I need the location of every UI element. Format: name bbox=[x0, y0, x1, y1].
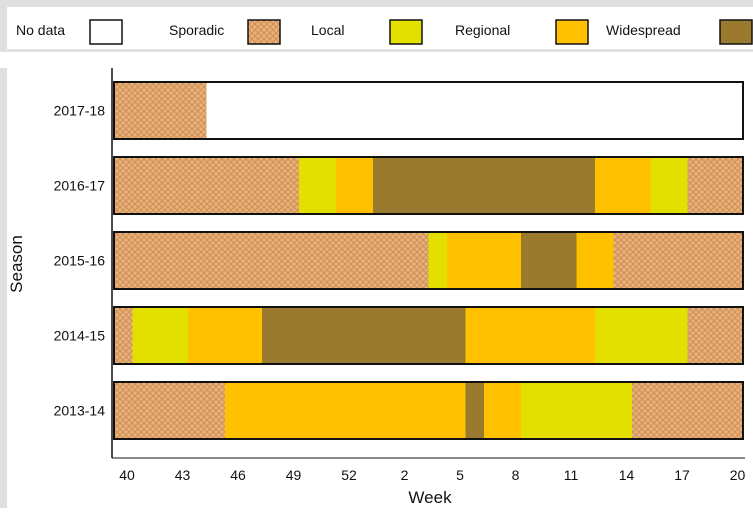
bar-segment-2016-17-regional-2 bbox=[336, 157, 373, 214]
x-tick-46: 46 bbox=[230, 467, 246, 483]
bar-segment-2015-16-regional-2 bbox=[447, 232, 521, 289]
season-tick-labels: 2017-18 2016-17 2015-16 2014-15 2013-14 bbox=[54, 103, 106, 419]
bar-segment-2014-15-widespread-3 bbox=[262, 307, 466, 364]
bar-segment-2013-14-local-4 bbox=[521, 382, 632, 439]
y-axis-title: Season bbox=[7, 235, 26, 293]
bar-outline-2016-17 bbox=[113, 156, 744, 215]
bar-outline-2017-18 bbox=[113, 81, 744, 140]
bar-segment-2015-16-widespread-3 bbox=[521, 232, 577, 289]
bar-outline-2015-16 bbox=[113, 231, 744, 290]
bar-segment-2015-16-local-1 bbox=[428, 232, 447, 289]
legend-label-nodata: No data bbox=[16, 22, 65, 38]
legend-swatch-local bbox=[389, 19, 423, 45]
bar-segment-2013-14-sporadic-0 bbox=[114, 382, 225, 439]
bar-segment-2015-16-sporadic-5 bbox=[613, 232, 743, 289]
bar-segment-2016-17-widespread-3 bbox=[373, 157, 595, 214]
bar-segment-2017-18-sporadic-0 bbox=[114, 82, 207, 139]
legend: No data Sporadic Local Regional Widespread bbox=[16, 19, 753, 45]
bar-segment-2016-17-sporadic-6 bbox=[687, 157, 743, 214]
x-tick-11: 11 bbox=[564, 467, 579, 483]
x-axis-title: Week bbox=[408, 488, 452, 507]
bar-segment-2013-14-widespread-2 bbox=[465, 382, 484, 439]
bar-segment-2014-15-regional-4 bbox=[465, 307, 595, 364]
legend-gap bbox=[0, 52, 753, 68]
bar-outline-2013-14 bbox=[113, 381, 744, 440]
bar-segment-2013-14-regional-3 bbox=[484, 382, 521, 439]
week-tick-labels: 40 43 46 49 52 2 5 8 11 14 17 20 bbox=[119, 467, 745, 483]
x-tick-2: 2 bbox=[401, 467, 409, 483]
x-tick-40: 40 bbox=[119, 467, 135, 483]
legend-swatch-sporadic bbox=[247, 19, 281, 45]
season-label-2016-17: 2016-17 bbox=[54, 178, 106, 194]
x-tick-17: 17 bbox=[674, 467, 690, 483]
x-tick-52: 52 bbox=[341, 467, 357, 483]
legend-label-sporadic: Sporadic bbox=[169, 22, 224, 38]
legend-label-regional: Regional bbox=[455, 22, 510, 38]
legend-swatch-widespread bbox=[719, 19, 753, 45]
bar-segment-2016-17-local-5 bbox=[650, 157, 688, 214]
bar-segment-2014-15-local-1 bbox=[132, 307, 188, 364]
legend-swatch-nodata bbox=[89, 19, 123, 45]
bar-segment-2015-16-regional-4 bbox=[576, 232, 614, 289]
bars-layer bbox=[113, 81, 744, 440]
bar-segment-2014-15-regional-2 bbox=[188, 307, 262, 364]
bar-segment-2013-14-regional-1 bbox=[225, 382, 466, 439]
bar-segment-2015-16-sporadic-0 bbox=[114, 232, 429, 289]
bar-outline-2014-15 bbox=[113, 306, 744, 365]
season-label-2014-15: 2014-15 bbox=[54, 328, 106, 344]
bar-segment-2016-17-sporadic-0 bbox=[114, 157, 299, 214]
season-label-2015-16: 2015-16 bbox=[54, 253, 106, 269]
x-tick-5: 5 bbox=[456, 467, 464, 483]
bar-segment-2017-18-nodata-1 bbox=[206, 82, 743, 139]
bar-segment-2014-15-sporadic-0 bbox=[114, 307, 133, 364]
bar-segment-2013-14-sporadic-5 bbox=[632, 382, 743, 439]
x-tick-8: 8 bbox=[512, 467, 520, 483]
season-label-2017-18: 2017-18 bbox=[54, 103, 106, 119]
x-tick-20: 20 bbox=[730, 467, 746, 483]
x-tick-14: 14 bbox=[619, 467, 635, 483]
season-label-2013-14: 2013-14 bbox=[54, 403, 106, 419]
bar-segment-2016-17-local-1 bbox=[299, 157, 336, 214]
legend-swatch-regional bbox=[555, 19, 589, 45]
legend-panel bbox=[7, 7, 753, 49]
legend-label-local: Local bbox=[311, 22, 344, 38]
x-tick-43: 43 bbox=[175, 467, 191, 483]
bar-segment-2014-15-sporadic-6 bbox=[687, 307, 743, 364]
x-tick-49: 49 bbox=[286, 467, 302, 483]
bar-segment-2016-17-regional-4 bbox=[595, 157, 651, 214]
bar-segment-2014-15-local-5 bbox=[595, 307, 688, 364]
legend-label-widespread: Widespread bbox=[606, 22, 681, 38]
